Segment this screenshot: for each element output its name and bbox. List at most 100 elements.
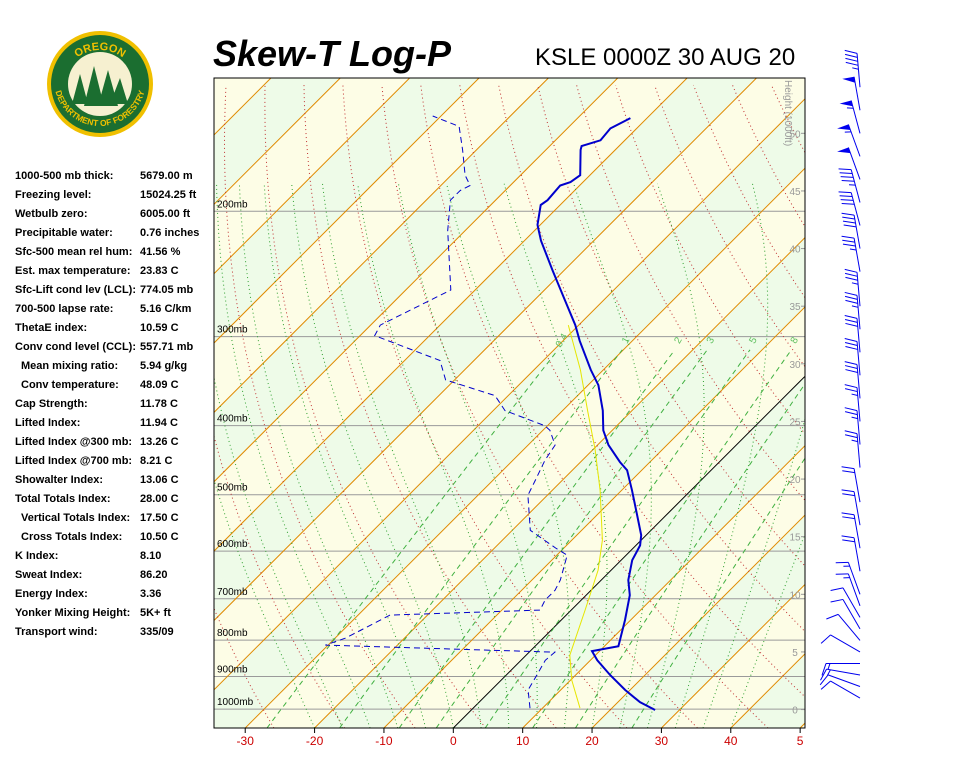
index-label: Showalter Index: bbox=[15, 474, 104, 486]
wind-barb bbox=[837, 147, 861, 180]
moist-adiabat bbox=[238, 183, 399, 728]
barb-full bbox=[844, 318, 858, 323]
wind-barb bbox=[835, 561, 861, 595]
index-row: Lifted Index @700 mb: 8.21 C bbox=[15, 452, 215, 471]
barb-full bbox=[841, 203, 855, 205]
barb-full bbox=[844, 49, 858, 54]
index-row: Sweat Index: 86.20 bbox=[15, 566, 215, 585]
barb-full bbox=[844, 430, 858, 435]
index-value: 5.94 g/kg bbox=[140, 360, 188, 372]
y2-tick-label: 10 bbox=[789, 590, 801, 601]
wind-barb bbox=[841, 489, 861, 526]
logo-top: OREGON bbox=[72, 41, 127, 60]
wind-barb bbox=[841, 535, 861, 572]
barb-full bbox=[845, 61, 859, 66]
x-tick-label: -10 bbox=[375, 734, 393, 748]
barb-full bbox=[841, 466, 855, 470]
index-value: 23.83 C bbox=[140, 265, 179, 277]
isotherm bbox=[214, 98, 805, 691]
index-row: Conv cond level (CCL): 557.71 mb bbox=[15, 338, 215, 357]
index-row: Lifted Index: 11.94 C bbox=[15, 414, 215, 433]
index-value: 13.06 C bbox=[140, 474, 179, 486]
y2-tick-label: 0 bbox=[792, 706, 798, 717]
barb-staff bbox=[856, 318, 861, 353]
wind-barb bbox=[826, 613, 861, 641]
moist-adiabat bbox=[503, 183, 608, 728]
barb-full bbox=[821, 663, 827, 676]
index-label: Freezing level: bbox=[15, 189, 92, 201]
index-row: Total Totals Index: 28.00 C bbox=[15, 490, 215, 509]
barb-staff bbox=[853, 214, 861, 249]
y2-tick-label: 5 bbox=[792, 648, 798, 659]
wind-barb bbox=[820, 668, 861, 681]
barb-full bbox=[844, 384, 858, 389]
barb-staff bbox=[847, 562, 861, 595]
index-value: 5K+ ft bbox=[140, 607, 171, 619]
barb-full bbox=[841, 179, 855, 182]
wind-barb bbox=[844, 314, 861, 353]
isotherm bbox=[214, 78, 619, 483]
barb-full bbox=[842, 243, 856, 247]
index-label: Lifted Index @700 mb: bbox=[15, 455, 133, 467]
index-label: ThetaE index: bbox=[15, 322, 88, 334]
index-label: Cap Strength: bbox=[15, 398, 88, 410]
x-tick-label: 0 bbox=[450, 734, 457, 748]
index-label: Mean mixing ratio: bbox=[21, 360, 119, 372]
barb-full bbox=[844, 388, 858, 393]
wind-barb bbox=[844, 291, 861, 330]
barb-half bbox=[851, 416, 858, 420]
index-row: Cross Totals Index: 10.50 C bbox=[15, 528, 215, 547]
barb-staff bbox=[853, 537, 861, 572]
y2-tick-label: 15 bbox=[789, 533, 801, 544]
barb-full bbox=[839, 195, 853, 198]
barb-staff bbox=[853, 468, 861, 503]
barb-full bbox=[841, 212, 855, 216]
barb-staff bbox=[856, 410, 861, 445]
barb-full bbox=[841, 489, 855, 493]
barb-pennant bbox=[837, 147, 851, 154]
moist-adiabat bbox=[291, 183, 454, 728]
dry-adiabat bbox=[420, 85, 769, 728]
isotherm bbox=[870, 78, 960, 728]
barb-full bbox=[842, 220, 856, 224]
index-label: Energy Index: bbox=[15, 588, 88, 600]
y2-tick-label: 25 bbox=[789, 417, 801, 428]
mixing-ratio-label: 2 bbox=[672, 335, 685, 346]
barb-full bbox=[844, 342, 858, 346]
chart-subtitle: KSLE 0000Z 30 AUG 20 bbox=[535, 44, 795, 71]
barb-staff bbox=[856, 272, 861, 307]
barb-staff bbox=[856, 433, 861, 468]
barb-staff bbox=[827, 674, 861, 687]
mixing-ratio-label: 5 bbox=[747, 335, 760, 346]
y2-tick-label: 40 bbox=[789, 245, 801, 256]
y2-label: Height (1000ft) bbox=[782, 80, 793, 146]
wind-barb bbox=[841, 466, 861, 503]
barb-full bbox=[845, 57, 858, 62]
barb-staff bbox=[847, 573, 861, 607]
y-tick-label: 1000mb bbox=[217, 697, 254, 708]
wind-barb bbox=[844, 361, 861, 399]
index-label: Conv cond level (CCL): bbox=[15, 341, 137, 353]
wind-barb bbox=[844, 430, 861, 468]
moist-adiabat bbox=[398, 183, 538, 728]
barb-full bbox=[841, 235, 855, 239]
mixing-ratio-line bbox=[266, 349, 559, 728]
index-value: 86.20 bbox=[140, 569, 168, 581]
barb-half bbox=[851, 305, 859, 308]
index-label: Wetbulb zero: bbox=[15, 208, 88, 220]
index-value: 8.10 bbox=[140, 550, 162, 562]
y-tick-label: 900mb bbox=[217, 665, 248, 676]
index-row: Freezing level: 15024.25 ft bbox=[15, 186, 215, 205]
barb-staff bbox=[826, 668, 861, 676]
barb-full bbox=[820, 668, 827, 681]
mixing-ratio-line bbox=[532, 349, 792, 728]
index-value: 10.59 C bbox=[140, 322, 179, 334]
index-row: Vertical Totals Index: 17.50 C bbox=[15, 509, 215, 528]
wind-barb bbox=[819, 674, 861, 687]
index-label: Conv temperature: bbox=[21, 379, 119, 391]
barb-half bbox=[851, 393, 858, 397]
index-row: Mean mixing ratio: 5.94 g/kg bbox=[15, 357, 215, 376]
temperature-line bbox=[536, 117, 656, 711]
barb-staff bbox=[842, 587, 861, 618]
